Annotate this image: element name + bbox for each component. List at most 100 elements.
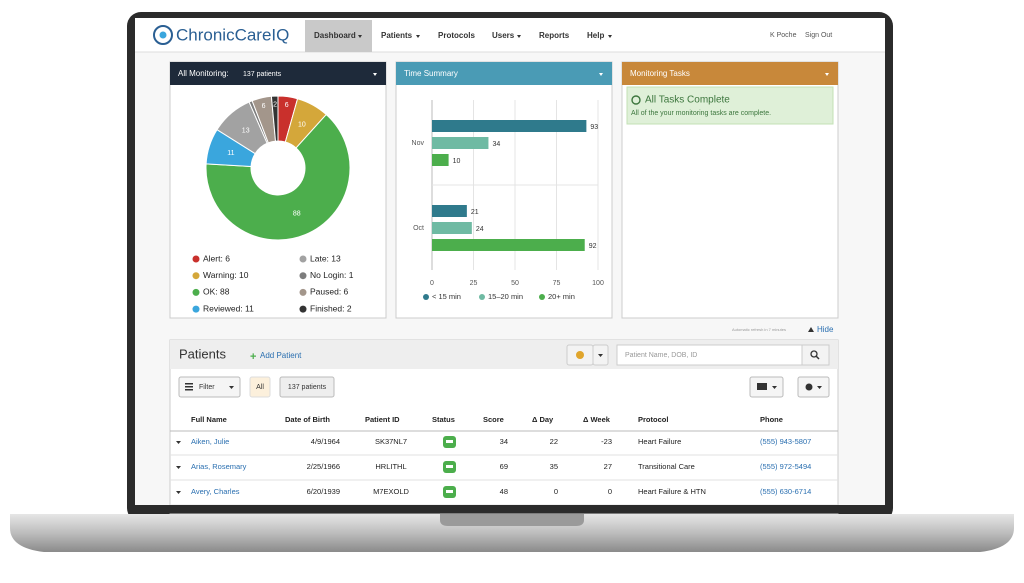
user-name[interactable]: K Poche [770,32,797,39]
table-cell[interactable]: (555) 943-5807 [760,437,811,446]
legend-label: Alert: 6 [203,253,230,263]
add-patient[interactable]: Add Patient [260,351,302,360]
count-chip [279,376,335,398]
legend-swatch [299,272,307,280]
laptop-notch [440,514,584,526]
nav-item[interactable]: Users [492,31,515,40]
legend-label: Reviewed: 11 [203,303,254,313]
sign-out[interactable]: Sign Out [805,32,832,39]
tasks-status: All Tasks Complete [645,95,730,106]
bar-value-label: 10 [453,158,461,165]
column-header[interactable]: Phone [760,415,783,424]
column-header[interactable]: Date of Birth [285,415,330,424]
legend-swatch [479,294,485,300]
logo: ChronicCareIQ [176,25,289,44]
tasks-message: All of the your monitoring tasks are com… [631,110,771,117]
nav-item[interactable]: Protocols [438,31,475,40]
count-label: 137 patients [288,384,327,391]
column-header[interactable]: Δ Day [532,415,554,424]
slice-label: 6 [262,103,266,110]
bar-chart: 0 25 50 75 100 Nov 93 34 10 Oct 21 24 92 < 15 min 15–2… [412,100,604,301]
table-cell: 27 [604,462,612,471]
y-tick-label: Nov [412,140,425,147]
caret [358,35,362,38]
x-tick-label: 100 [592,280,604,287]
table-cell: 34 [500,437,508,446]
table-cell: 22 [550,437,558,446]
caret[interactable] [373,73,377,76]
hide-link[interactable]: Hide [817,325,834,334]
tasks-success [626,86,834,125]
caret[interactable] [599,73,603,76]
nav-item[interactable]: Help [587,31,604,40]
patients-table: Full Name Date of Birth Patient ID Status Sc… [170,415,838,506]
legend-swatch [299,288,307,296]
x-tick-label: 0 [430,280,434,287]
column-header[interactable]: Patient ID [365,415,400,424]
print-icon [757,383,767,390]
table-cell: Heart Failure [638,437,681,446]
table-cell[interactable]: (555) 630-6714 [760,487,811,496]
bar [432,154,449,166]
bar-value-label: 92 [589,243,597,250]
search-placeholder: Patient Name, DOB, ID [625,352,697,359]
status-icon-inner [446,440,453,443]
legend-swatch [192,288,200,296]
column-header[interactable]: Full Name [191,415,227,424]
legend-label: Finished: 2 [310,303,352,313]
legend-swatch [192,255,200,263]
logo-icon [153,25,173,45]
legend-swatch [539,294,545,300]
column-header[interactable]: Score [483,415,504,424]
table-cell[interactable]: Aiken, Julie [191,437,229,446]
all-chip[interactable] [249,376,271,398]
donut-slice [205,113,351,241]
table-cell: 4/9/1964 [311,437,340,446]
table-cell: 2/25/1966 [307,462,340,471]
table-cell: HRLITHL [375,462,406,471]
table-cell[interactable]: Arias, Rosemary [191,462,247,471]
x-tick-label: 75 [553,280,561,287]
table-cell: SK37NL7 [375,437,407,446]
table-cell[interactable]: (555) 972-5494 [760,462,811,471]
time-panel [395,61,613,319]
slice-label: 10 [298,122,306,129]
nav-bar [135,18,885,52]
legend-label: Warning: 10 [203,270,249,280]
laptop-base [10,514,1014,552]
nav-item[interactable]: Reports [539,31,570,40]
table-cell: -23 [601,437,612,446]
column-header[interactable]: Δ Week [583,415,611,424]
table-cell[interactable]: Avery, Charles [191,487,240,496]
filter-icon [185,389,193,391]
table-cell: Heart Failure & HTN [638,487,706,496]
filter-button[interactable] [178,376,241,398]
table-cell: 69 [500,462,508,471]
check-icon [631,95,641,105]
nav-item[interactable]: Dashboard [314,31,356,40]
add-icon: + [250,351,256,363]
settings-button[interactable] [797,376,830,398]
bar-value-label: 93 [590,124,598,131]
search-button[interactable] [801,344,830,366]
donut-slice [270,95,279,142]
column-header[interactable]: Status [432,415,455,424]
nav-item[interactable]: Patients [381,31,413,40]
caret[interactable] [825,73,829,76]
caret [608,35,612,38]
filter-label: Filter [199,384,215,391]
status-icon-inner [446,465,453,468]
column-header[interactable]: Protocol [638,415,668,424]
bar-value-label: 24 [476,226,484,233]
legend-swatch [192,305,200,313]
legend-label: 15–20 min [488,292,523,301]
row-expand[interactable] [176,466,181,469]
bar [432,120,587,132]
row-expand[interactable] [176,491,181,494]
monitoring-title: All Monitoring: [178,69,229,78]
legend-label: < 15 min [432,292,461,301]
row-expand[interactable] [176,441,181,444]
tasks-title: Monitoring Tasks [630,69,690,78]
legend-label: OK: 88 [203,287,230,297]
